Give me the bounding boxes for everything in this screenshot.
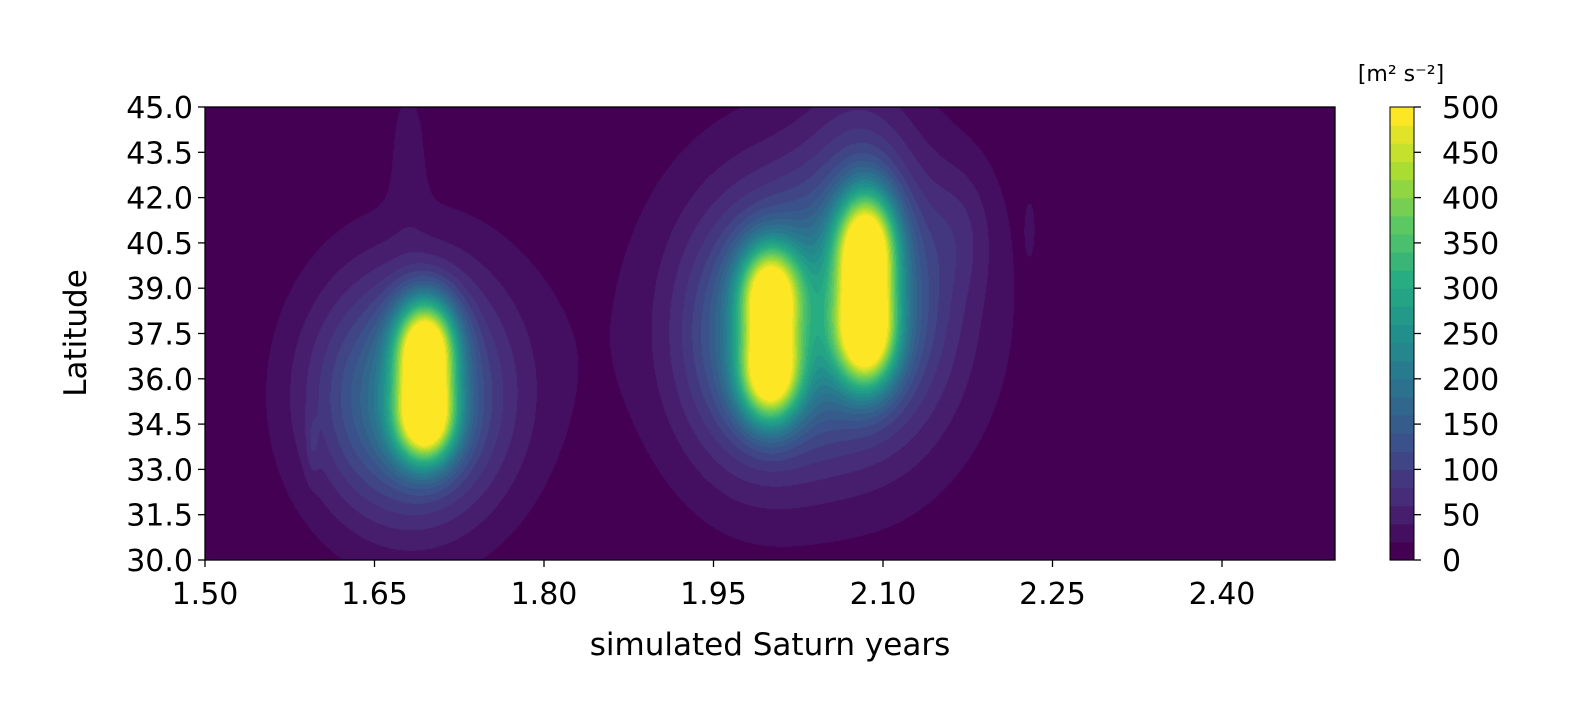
colorbar-band xyxy=(1390,324,1414,344)
colorbar-band xyxy=(1390,415,1414,434)
x-tick-label: 2.25 xyxy=(1019,577,1086,612)
y-tick-label: 33.0 xyxy=(126,453,193,488)
colorbar-band xyxy=(1390,523,1414,543)
y-tick-label: 40.5 xyxy=(126,227,193,262)
colorbar-band xyxy=(1390,451,1414,470)
colorbar-tick-label: 300 xyxy=(1442,272,1499,307)
colorbar-band xyxy=(1390,270,1414,289)
colorbar-band xyxy=(1390,251,1414,271)
y-tick-label: 37.5 xyxy=(126,318,193,353)
colorbar-tick-label: 400 xyxy=(1442,182,1499,217)
colorbar-band xyxy=(1390,215,1414,235)
colorbar-band xyxy=(1390,179,1414,199)
y-tick-label: 31.5 xyxy=(126,499,193,534)
colorbar: 0 50 100 150 200 250 300 350 400 450 500 [m² s⁻²] xyxy=(1358,62,1499,579)
contour-field xyxy=(205,107,1335,560)
y-tick-label: 42.0 xyxy=(126,182,193,217)
colorbar-band xyxy=(1390,396,1414,416)
y-tick-label: 36.0 xyxy=(126,363,193,398)
x-tick-label: 1.50 xyxy=(172,577,239,612)
colorbar-band xyxy=(1390,505,1414,525)
x-axis-label: simulated Saturn years xyxy=(590,627,950,663)
colorbar-band xyxy=(1390,360,1414,380)
colorbar-tick-label: 450 xyxy=(1442,136,1499,171)
x-tick-label: 1.65 xyxy=(341,577,408,612)
colorbar-ticks: 0 50 100 150 200 250 300 350 400 450 500 xyxy=(1414,91,1499,579)
colorbar-band xyxy=(1390,233,1414,253)
colorbar-band xyxy=(1390,469,1414,489)
y-tick-label: 30.0 xyxy=(126,544,193,579)
colorbar-tick-label: 500 xyxy=(1442,91,1499,126)
colorbar-band xyxy=(1390,378,1414,398)
colorbar-band xyxy=(1390,161,1414,181)
y-axis: 30.0 31.5 33.0 34.5 36.0 37.5 39.0 40.5 42.0 43.5… xyxy=(126,91,205,579)
y-tick-label: 34.5 xyxy=(126,408,193,443)
y-tick-label: 39.0 xyxy=(126,272,193,307)
y-axis-label: Latitude xyxy=(58,269,94,397)
x-tick-label: 1.95 xyxy=(680,577,747,612)
colorbar-tick-label: 250 xyxy=(1442,318,1499,353)
colorbar-band xyxy=(1390,125,1414,144)
colorbar-band xyxy=(1390,197,1414,217)
colorbar-band xyxy=(1390,541,1414,561)
colorbar-unit-label: [m² s⁻²] xyxy=(1358,62,1444,87)
y-tick-label: 45.0 xyxy=(126,91,193,126)
colorbar-band xyxy=(1390,487,1414,507)
x-tick-label: 2.40 xyxy=(1189,577,1256,612)
colorbar-tick-label: 200 xyxy=(1442,363,1499,398)
x-tick-label: 1.80 xyxy=(511,577,578,612)
colorbar-tick-label: 150 xyxy=(1442,408,1499,443)
colorbar-band xyxy=(1390,342,1414,362)
colorbar-band xyxy=(1390,143,1414,162)
x-tick-label: 2.10 xyxy=(850,577,917,612)
plot-area xyxy=(204,106,1336,561)
y-tick-label: 43.5 xyxy=(126,136,193,171)
colorbar-band xyxy=(1390,107,1414,126)
colorbar-bands xyxy=(1390,107,1414,561)
colorbar-band xyxy=(1390,288,1414,307)
colorbar-band xyxy=(1390,306,1414,326)
colorbar-tick-label: 100 xyxy=(1442,453,1499,488)
colorbar-tick-label: 350 xyxy=(1442,227,1499,262)
colorbar-tick-label: 0 xyxy=(1442,544,1461,579)
x-axis: 1.50 1.65 1.80 1.95 2.10 2.25 2.40 xyxy=(172,560,1256,612)
colorbar-tick-label: 50 xyxy=(1442,499,1480,534)
colorbar-band xyxy=(1390,433,1414,452)
